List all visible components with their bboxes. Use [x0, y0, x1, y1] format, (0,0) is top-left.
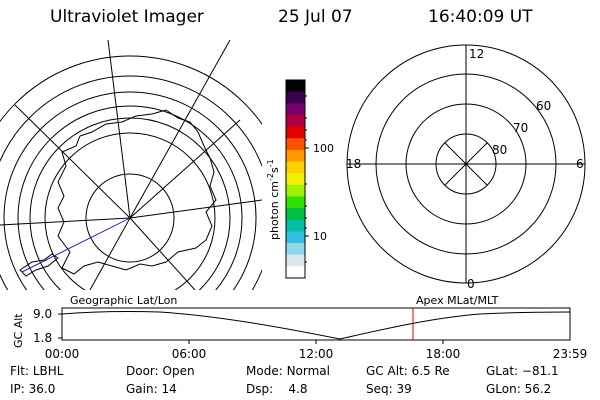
colorbar-stripe	[286, 219, 305, 233]
timeline-xtick-1: 06:00	[172, 347, 207, 361]
glat-status: GLat: −81.1	[486, 364, 559, 378]
colorbar-stripe	[286, 266, 305, 279]
mlat-label-60: 60	[536, 99, 551, 113]
timeline-ytick-9: 9.0	[33, 307, 52, 321]
colorbar-stripe	[286, 80, 305, 93]
antarctica-coastline	[57, 109, 217, 275]
longitude-lines	[0, 40, 262, 290]
colorbar-tick-100: 100	[313, 142, 334, 155]
colorbar-stripe	[286, 184, 305, 198]
apex-label: Apex MLat/MLT	[416, 294, 499, 307]
colorbar-stripe	[286, 149, 305, 163]
mlt-label-12: 12	[469, 47, 484, 61]
colorbar-tick-10: 10	[313, 230, 327, 243]
timeline-xtick-2: 12:00	[299, 347, 334, 361]
latitude-circles	[0, 55, 262, 290]
gc-alt-status: GC Alt: 6.5 Re	[366, 364, 450, 378]
timeline-x-ticks	[188, 340, 444, 344]
timeline-y-ticks	[58, 313, 62, 339]
geographic-map	[0, 40, 262, 290]
colorbar-stripe	[286, 208, 305, 221]
colorbar-stripe	[286, 91, 305, 104]
dsp-status: Dsp: 4.8	[246, 382, 308, 396]
timeline-xtick-0: 00:00	[45, 347, 80, 361]
colorbar-stripe	[286, 138, 305, 151]
mode-status: Mode: Normal	[246, 364, 330, 378]
colorbar	[286, 80, 305, 279]
date-label: 25 Jul 07	[278, 7, 353, 27]
colorbar-stripe	[286, 126, 305, 139]
ip-status: IP: 36.0	[10, 382, 56, 396]
mlt-label-18: 18	[346, 157, 361, 171]
colorbar-stripe	[286, 254, 305, 267]
timeline-xtick-3: 18:00	[426, 347, 461, 361]
mlt-polar-grid	[346, 44, 586, 284]
mlat-label-70: 70	[513, 121, 528, 135]
mlat-label-80: 80	[492, 143, 507, 157]
timeline-ytick-1.8: 1.8	[33, 331, 52, 345]
seq-status: Seq: 39	[366, 382, 412, 396]
altitude-curve	[61, 310, 571, 340]
colorbar-stripe	[286, 196, 305, 209]
mlt-label-6: 6	[576, 157, 584, 171]
glon-status: GLon: 56.2	[486, 382, 552, 396]
colorbar-stripe	[286, 114, 305, 128]
colorbar-stripe	[286, 161, 305, 174]
colorbar-frame	[285, 79, 306, 279]
mlt-label-0: 0	[467, 277, 475, 291]
peninsula-coastline	[19, 253, 59, 277]
app-title: Ultraviolet Imager	[50, 7, 204, 27]
geographic-label: Geographic Lat/Lon	[70, 294, 177, 307]
colorbar-stripe	[286, 173, 305, 186]
door-status: Door: Open	[126, 364, 195, 378]
colorbar-unit-label: photon cm-2s-1	[266, 159, 281, 240]
timeline-axis-title: GC Alt	[12, 313, 25, 348]
colorbar-stripe	[286, 231, 305, 244]
gain-status: Gain: 14	[126, 382, 177, 396]
colorbar-stripe	[286, 103, 305, 116]
timeline-frame	[61, 307, 571, 341]
colorbar-tick-marks	[305, 95, 309, 263]
time-label: 16:40:09 UT	[428, 7, 533, 27]
orbit-track-line	[21, 217, 131, 273]
timeline-xtick-4: 23:59	[553, 347, 588, 361]
colorbar-stripe	[286, 243, 305, 256]
filter-status: Flt: LBHL	[10, 364, 64, 378]
